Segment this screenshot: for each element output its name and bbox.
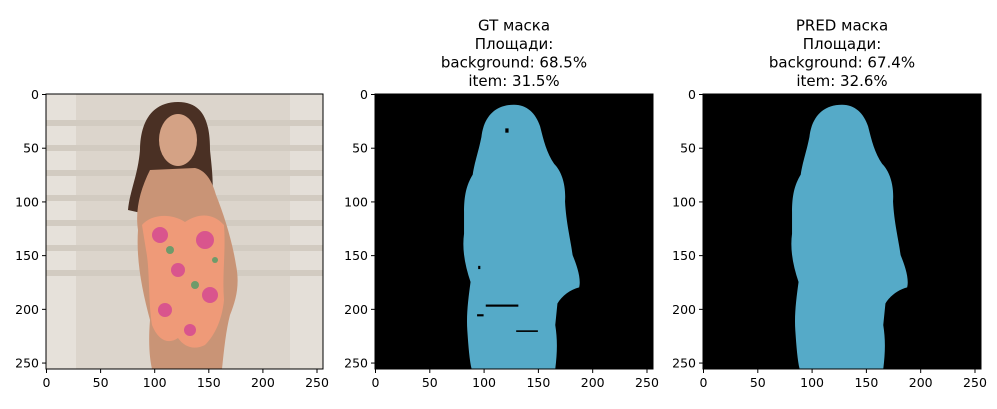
y-tick-label: 50 [680,141,696,156]
x-tick-label: 150 [526,375,550,390]
pred-axes-frame [702,93,982,370]
x-tick-label: 0 [372,375,380,390]
x-tick-label: 250 [305,375,329,390]
x-tick-label: 0 [700,375,708,390]
gt-title-line: Площади: [475,35,554,53]
gt-title-line: item: 31.5% [468,72,559,90]
pred-axes: 0 50 100 150 200 250 0 50 100 150 200 250 [672,87,987,390]
y-tick-label: 100 [672,194,696,209]
y-tick-label: 100 [344,194,368,209]
pred-mask-panel [703,94,981,369]
y-tick-label: 250 [15,356,39,371]
pred-title-line: PRED маска [796,17,888,35]
x-tick-label: 150 [197,375,221,390]
x-tick-label: 200 [581,375,605,390]
y-tick-label: 150 [672,248,696,263]
pred-title-line: Площади: [803,35,882,53]
y-tick-label: 250 [672,356,696,371]
y-tick-label: 200 [15,302,39,317]
x-tick-label: 100 [472,375,496,390]
pred-title-line: item: 32.6% [796,72,887,90]
x-tick-label: 0 [43,375,51,390]
x-tick-label: 200 [909,375,933,390]
y-tick-label: 0 [360,87,368,102]
gt-item-region [463,104,580,369]
y-tick-label: 150 [15,248,39,263]
image-axes: 0 50 100 150 200 250 0 50 100 150 200 250 [15,87,329,390]
x-tick-label: 250 [963,375,987,390]
x-tick-label: 50 [750,375,766,390]
x-tick-label: 100 [143,375,167,390]
y-tick-label: 0 [31,87,39,102]
gt-axes-frame [374,93,654,370]
gt-title-line: background: 68.5% [441,54,587,72]
y-tick-label: 50 [23,141,39,156]
y-tick-label: 200 [344,302,368,317]
y-tick-label: 0 [688,87,696,102]
photo-panel [46,94,323,369]
y-tick-label: 150 [344,248,368,263]
x-tick-label: 250 [635,375,659,390]
gt-mask-panel [375,94,653,369]
y-tick-label: 250 [344,356,368,371]
gt-title-line: GT маска [478,17,550,35]
x-tick-label: 100 [800,375,824,390]
y-tick-label: 200 [672,302,696,317]
y-tick-label: 50 [352,141,368,156]
x-tick-label: 150 [854,375,878,390]
x-tick-label: 200 [251,375,275,390]
y-tick-label: 100 [15,194,39,209]
photo-image [46,94,323,369]
image-axes-frame [45,93,324,370]
gt-axes: 0 50 100 150 200 250 0 50 100 150 200 250 [344,87,659,390]
x-tick-label: 50 [422,375,438,390]
x-tick-label: 50 [93,375,109,390]
pred-title-line: background: 67.4% [769,54,915,72]
